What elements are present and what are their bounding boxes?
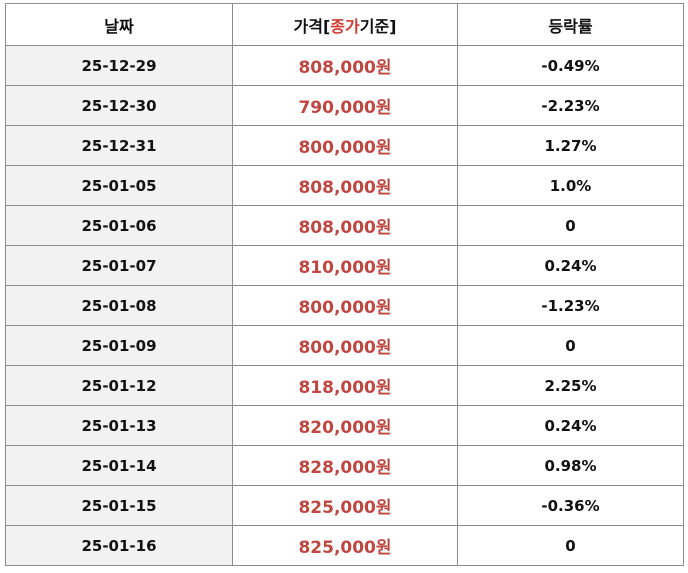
change-cell: -2.23% — [457, 85, 684, 126]
price-cell: 808,000원 — [232, 205, 458, 246]
price-cell: 825,000원 — [232, 525, 458, 566]
price-cell: 818,000원 — [232, 365, 458, 406]
header-text: 종가 — [330, 16, 360, 36]
date-cell: 25-01-15 — [5, 485, 233, 526]
change-cell: 0 — [457, 525, 684, 566]
change-cell: -1.23% — [457, 285, 684, 326]
date-cell: 25-01-05 — [5, 165, 233, 206]
header-text: 가격[ — [293, 16, 331, 36]
price-cell: 828,000원 — [232, 445, 458, 486]
date-cell: 25-01-13 — [5, 405, 233, 446]
price-cell: 790,000원 — [232, 85, 458, 126]
date-cell: 25-01-08 — [5, 285, 233, 326]
date-cell: 25-01-12 — [5, 365, 233, 406]
date-cell: 25-01-14 — [5, 445, 233, 486]
table-row: 25-01-16 825,000원 0 — [5, 525, 684, 566]
change-cell: 0.24% — [457, 405, 684, 446]
table-row: 25-01-06 808,000원 0 — [5, 205, 684, 246]
table-body: 25-12-29 808,000원 -0.49% 25-12-30 790,000원 -2… — [5, 45, 684, 566]
header-cell: 등락률 — [457, 3, 684, 46]
table-row: 25-12-29 808,000원 -0.49% — [5, 45, 684, 86]
change-cell: 1.27% — [457, 125, 684, 166]
table-row: 25-01-07 810,000원 0.24% — [5, 245, 684, 286]
date-cell: 25-01-16 — [5, 525, 233, 566]
price-cell: 800,000원 — [232, 325, 458, 366]
price-cell: 825,000원 — [232, 485, 458, 526]
table-header: 날짜 가격[종가기준] 등락률 — [5, 3, 684, 46]
change-cell: 0 — [457, 325, 684, 366]
table-row: 25-01-09 800,000원 0 — [5, 325, 684, 366]
change-cell: 0 — [457, 205, 684, 246]
change-cell: 2.25% — [457, 365, 684, 406]
change-cell: 0.98% — [457, 445, 684, 486]
table-row: 25-12-31 800,000원 1.27% — [5, 125, 684, 166]
header-text: 기준] — [359, 16, 397, 36]
date-cell: 25-01-09 — [5, 325, 233, 366]
price-table: 날짜 가격[종가기준] 등락률 25-12-29 808,000원 -0.49% 25-1… — [5, 3, 684, 566]
table-row: 25-01-08 800,000원 -1.23% — [5, 285, 684, 326]
table-row: 25-01-05 808,000원 1.0% — [5, 165, 684, 206]
price-cell: 800,000원 — [232, 285, 458, 326]
price-cell: 808,000원 — [232, 165, 458, 206]
header-row: 날짜 가격[종가기준] 등락률 — [5, 3, 684, 46]
change-cell: -0.36% — [457, 485, 684, 526]
price-cell: 800,000원 — [232, 125, 458, 166]
table-row: 25-01-15 825,000원 -0.36% — [5, 485, 684, 526]
price-cell: 808,000원 — [232, 45, 458, 86]
price-cell: 810,000원 — [232, 245, 458, 286]
price-cell: 820,000원 — [232, 405, 458, 446]
table-row: 25-01-13 820,000원 0.24% — [5, 405, 684, 446]
header-cell: 날짜 — [5, 3, 233, 46]
change-cell: -0.49% — [457, 45, 684, 86]
date-cell: 25-12-29 — [5, 45, 233, 86]
date-cell: 25-01-07 — [5, 245, 233, 286]
header-cell: 가격[종가기준] — [232, 3, 458, 46]
table-row: 25-01-14 828,000원 0.98% — [5, 445, 684, 486]
change-cell: 0.24% — [457, 245, 684, 286]
table-row: 25-01-12 818,000원 2.25% — [5, 365, 684, 406]
change-cell: 1.0% — [457, 165, 684, 206]
date-cell: 25-12-30 — [5, 85, 233, 126]
date-cell: 25-01-06 — [5, 205, 233, 246]
date-cell: 25-12-31 — [5, 125, 233, 166]
table-row: 25-12-30 790,000원 -2.23% — [5, 85, 684, 126]
